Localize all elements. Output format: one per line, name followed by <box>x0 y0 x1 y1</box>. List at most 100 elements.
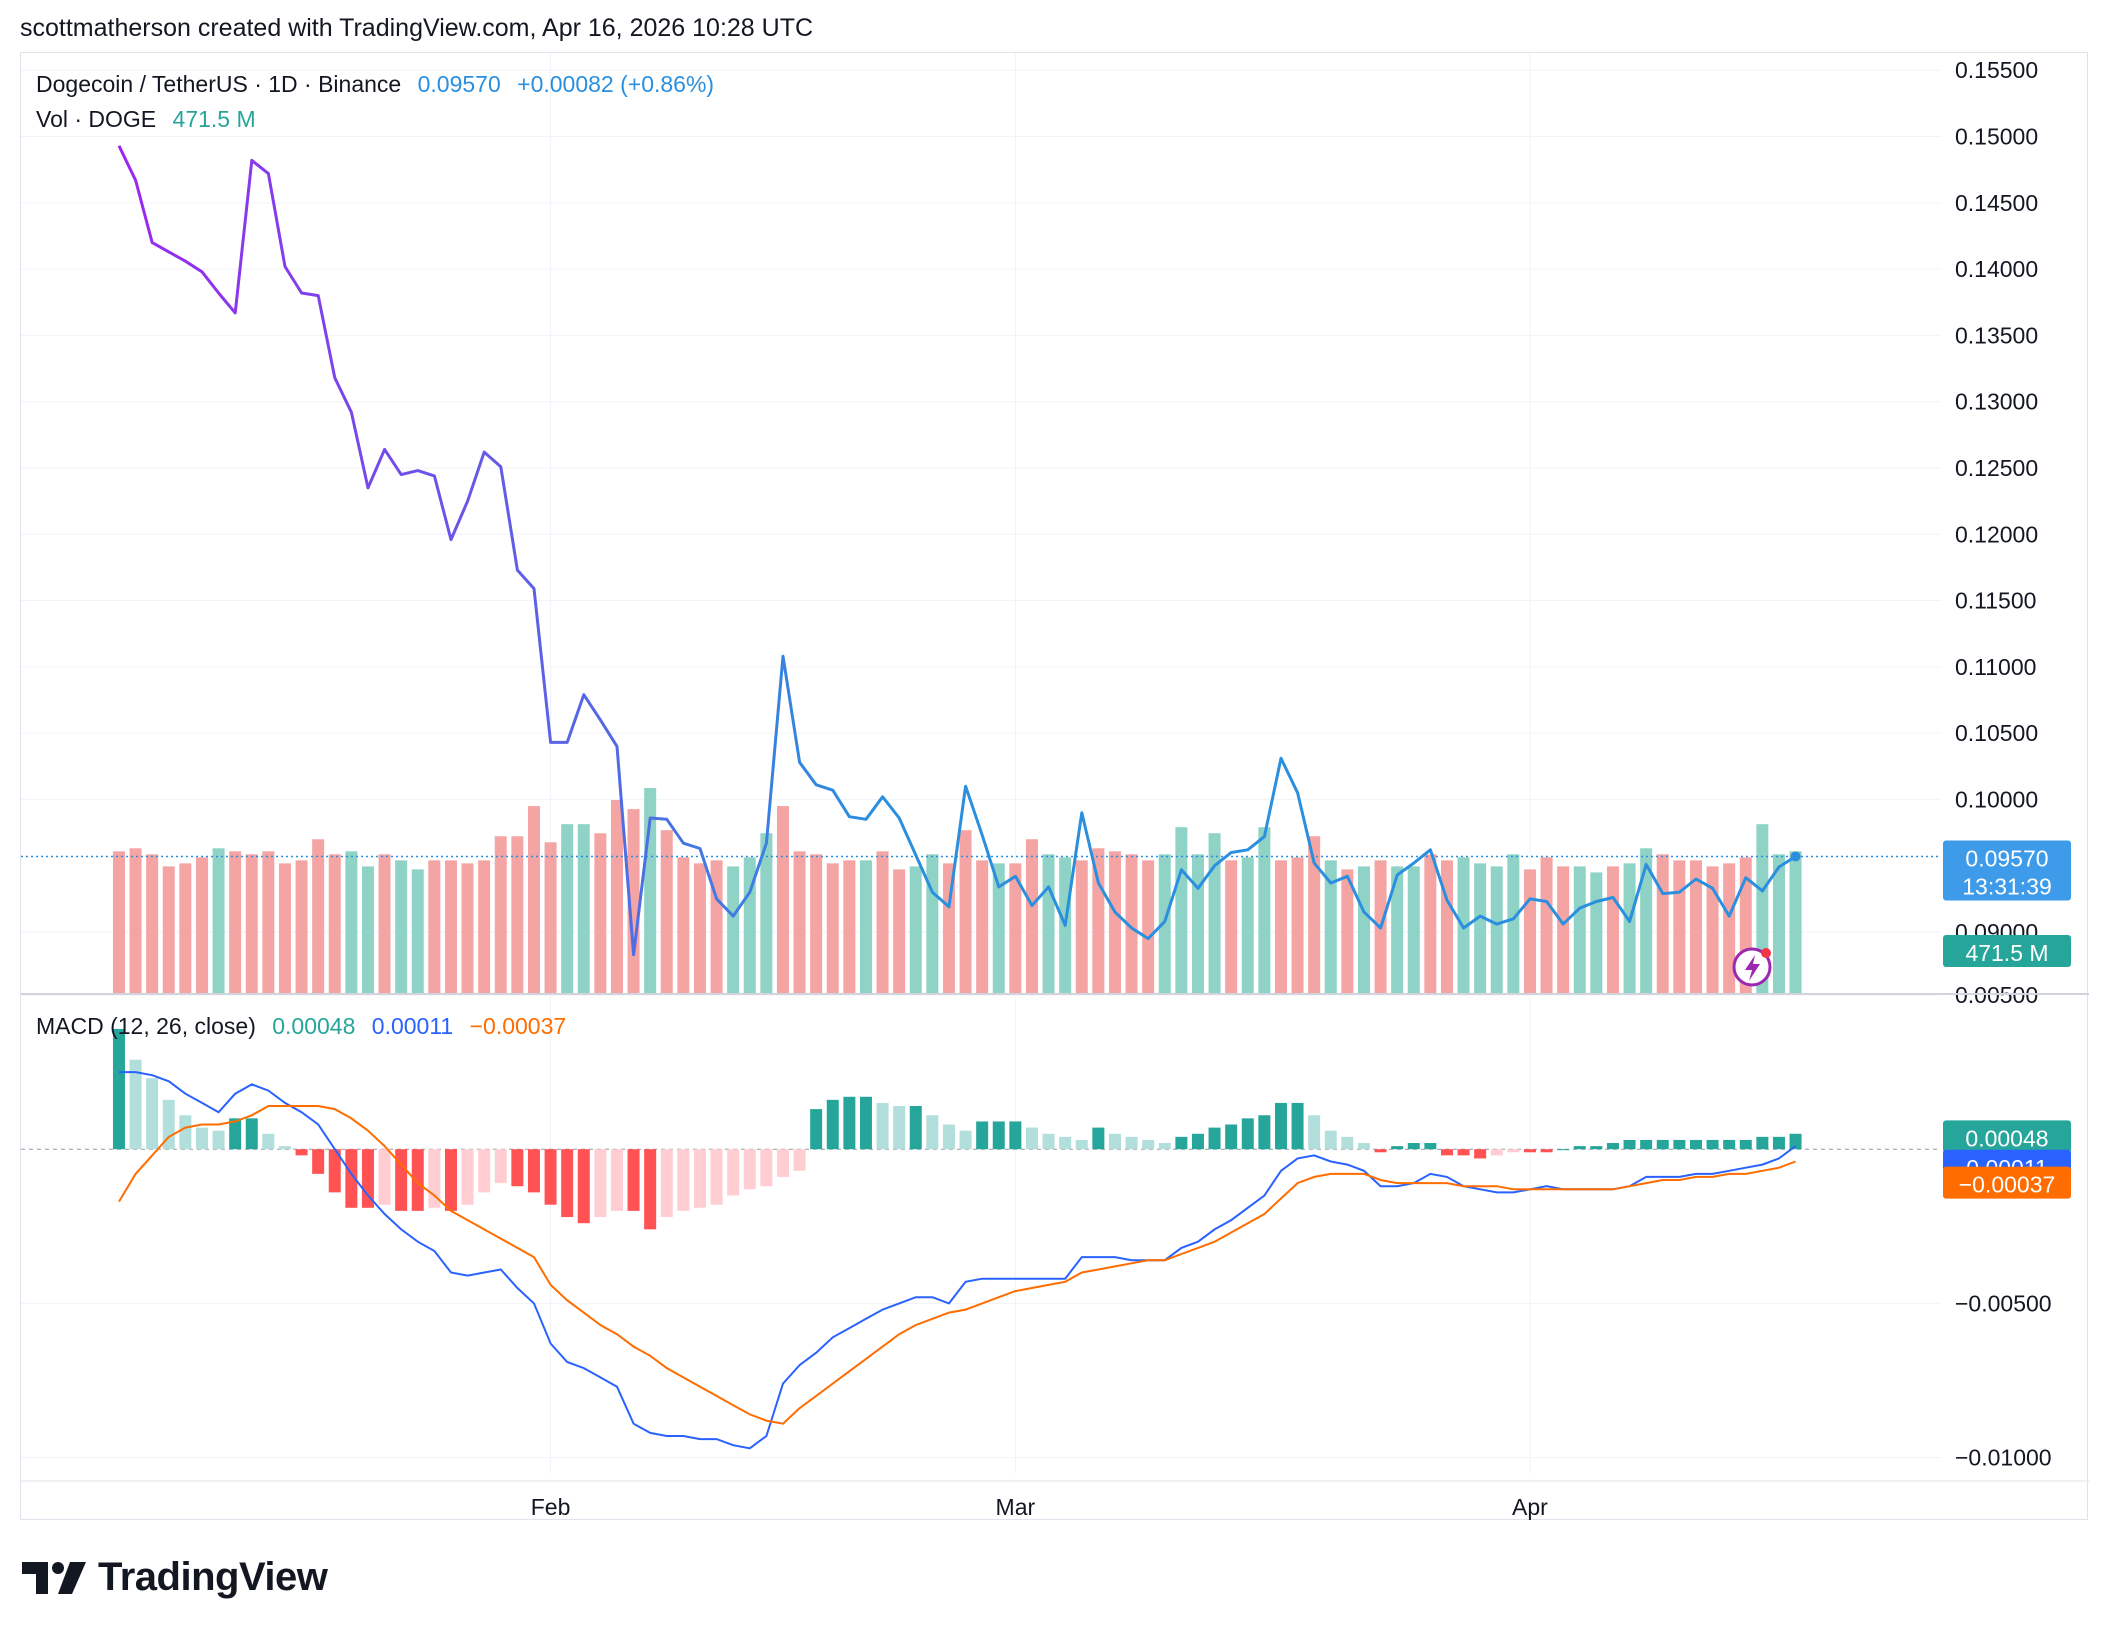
volume-label: Vol · DOGE <box>36 106 157 132</box>
macd-histogram-bar <box>461 1149 474 1205</box>
macd-histogram-bar <box>262 1133 275 1150</box>
macd-hist-badge <box>1943 1120 2071 1153</box>
macd-histogram-bar <box>727 1149 740 1196</box>
macd-histogram-bar <box>660 1149 673 1218</box>
macd-histogram-bar <box>976 1121 989 1150</box>
volume-bar <box>1108 851 1121 993</box>
macd-axis-tick-label: −0.01000 <box>1955 1445 2052 1471</box>
volume-bar <box>278 863 291 993</box>
macd-histogram-bar <box>1108 1133 1121 1150</box>
volume-bar <box>361 866 374 993</box>
volume-bar <box>1772 854 1785 993</box>
volume-bar <box>1258 827 1271 993</box>
volume-bar <box>976 860 989 993</box>
volume-bar <box>1341 869 1354 993</box>
volume-bar <box>461 863 474 993</box>
macd-histogram-bar <box>1374 1149 1387 1153</box>
tradingview-logo[interactable]: TradingView <box>22 1555 328 1600</box>
volume-bar <box>776 806 789 993</box>
volume-bar <box>1092 848 1105 993</box>
legend-change: +0.00082 (+0.86%) <box>517 71 715 97</box>
volume-bar <box>1042 854 1055 993</box>
macd-histogram-bar <box>942 1124 955 1150</box>
volume-bar <box>760 833 773 993</box>
macd-histogram-bar <box>594 1149 607 1218</box>
volume-bar <box>793 851 806 993</box>
macd-histogram-bar <box>776 1149 789 1177</box>
volume-bar <box>527 806 540 993</box>
macd-histogram-bar <box>1241 1118 1254 1150</box>
volume-bar <box>262 851 275 993</box>
macd-signal-badge-text: −0.00037 <box>1959 1172 2056 1198</box>
price-axis-tick-label: 0.12000 <box>1955 521 2038 547</box>
volume-bar <box>1125 854 1138 993</box>
volume-bar <box>129 848 142 993</box>
macd-histogram-bar <box>1308 1115 1321 1150</box>
volume-bar <box>1706 866 1719 993</box>
macd-histogram-bar <box>1557 1149 1570 1151</box>
macd-histogram-bar <box>1274 1102 1287 1150</box>
price-axis-tick-label: 0.10500 <box>1955 720 2038 746</box>
macd-histogram-bar <box>245 1118 258 1150</box>
macd-histogram-bar <box>1474 1149 1487 1159</box>
volume-bar <box>162 866 175 993</box>
chart-frame[interactable]: 0.15500 0.15000 0.14500 0.14000 0.13500 0.130… <box>20 52 2089 1521</box>
volume-bar <box>195 857 208 993</box>
legend-price: 0.09570 <box>417 71 501 97</box>
volume-bar <box>179 863 192 993</box>
macd-histogram-bar <box>743 1149 756 1190</box>
volume-bar <box>610 800 623 993</box>
macd-histogram-bar <box>195 1127 208 1150</box>
volume-bar <box>926 854 939 993</box>
macd-histogram-bar <box>1789 1133 1802 1150</box>
volume-bar <box>893 869 906 993</box>
volume-bar <box>1142 860 1155 993</box>
macd-histogram-bar <box>1772 1136 1785 1150</box>
macd-histogram-bar <box>395 1149 408 1211</box>
macd-histogram-bar <box>1208 1127 1221 1150</box>
macd-line <box>119 1071 1797 1450</box>
volume-bar <box>1391 866 1404 993</box>
macd-histogram-bar <box>1092 1127 1105 1150</box>
volume-bar <box>245 854 258 993</box>
volume-bar <box>1523 869 1536 993</box>
macd-histogram-bar <box>1225 1124 1238 1150</box>
chart-svg[interactable]: 0.15500 0.15000 0.14500 0.14000 0.13500 0.130… <box>21 53 2089 1521</box>
volume-bar <box>1009 863 1022 993</box>
volume-bar <box>1208 833 1221 993</box>
macd-histogram-bar <box>1341 1136 1354 1150</box>
macd-histogram-bar <box>411 1149 424 1211</box>
macd-histogram-bar <box>312 1149 325 1174</box>
macd-histogram-bar <box>1291 1102 1304 1150</box>
macd-histogram-bar <box>1075 1139 1088 1150</box>
volume-bar <box>1191 854 1204 993</box>
volume-bar <box>1689 860 1702 993</box>
macd-histogram-bar <box>511 1149 524 1187</box>
macd-legend[interactable]: MACD (12, 26, close) 0.00048 0.00011 −0.… <box>36 1013 576 1040</box>
macd-histogram-bar <box>992 1121 1005 1150</box>
macd-histogram-bar <box>1059 1136 1072 1150</box>
volume-bar <box>1225 860 1238 993</box>
volume-legend[interactable]: Vol · DOGE 471.5 M <box>36 106 266 133</box>
signal-line <box>118 1105 1796 1425</box>
macd-histogram-bar <box>1656 1139 1669 1150</box>
macd-histogram-bar <box>345 1149 358 1208</box>
lightning-icon[interactable] <box>1732 947 1772 987</box>
price-legend[interactable]: Dogecoin / TetherUS · 1D · Binance 0.095… <box>36 71 724 98</box>
volume-bar <box>1407 866 1420 993</box>
volume-bar <box>428 860 441 993</box>
macd-histogram-bar <box>1457 1149 1470 1156</box>
volume-bar <box>1241 857 1254 993</box>
date-axis-tick-label: Feb <box>531 1494 571 1520</box>
volume-bar <box>859 860 872 993</box>
macd-histogram-bar <box>527 1149 540 1193</box>
macd-histogram-bar <box>1739 1139 1752 1150</box>
price-axis-tick-label: 0.14500 <box>1955 190 2038 216</box>
volume-bar <box>1274 860 1287 993</box>
macd-histogram-bar <box>1490 1149 1503 1156</box>
macd-histogram-bar <box>627 1149 640 1211</box>
volume-bar <box>1673 860 1686 993</box>
macd-histogram-bar <box>1590 1146 1603 1150</box>
macd-histogram-bar <box>1191 1133 1204 1150</box>
volume-bar <box>826 863 839 993</box>
